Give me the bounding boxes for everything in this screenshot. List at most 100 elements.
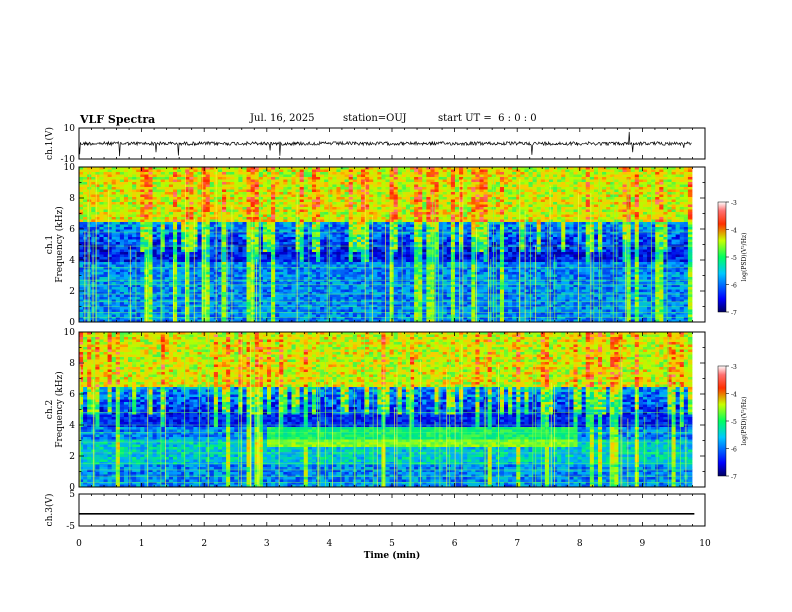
spectrogram-cell <box>303 292 309 295</box>
spectrogram-cell <box>209 189 215 193</box>
spectrogram-cell <box>132 202 137 205</box>
spectrogram-cell <box>385 184 390 188</box>
spectrogram-cell <box>365 179 370 183</box>
spectrogram-cell <box>303 259 309 263</box>
spectrogram-cell <box>234 169 239 173</box>
spectrogram-cell <box>217 262 223 265</box>
spectrogram-cell <box>389 184 395 188</box>
spectrogram-cell <box>266 267 272 270</box>
spectrogram-cell <box>230 247 235 250</box>
spectrogram-cell <box>348 299 354 303</box>
spectrogram-cell <box>209 194 215 198</box>
spectrogram-cell <box>262 317 268 320</box>
spectrogram-cell <box>266 299 272 303</box>
spectrogram-cell <box>332 187 337 190</box>
spectrogram-cell <box>128 199 133 203</box>
spectrogram-cell <box>201 229 207 233</box>
spectrogram-cell <box>197 302 202 305</box>
spectrogram-cell <box>217 294 223 298</box>
spectrogram-cell <box>340 302 346 305</box>
spectrogram-cell <box>266 264 272 268</box>
spectrogram-cell <box>295 312 301 315</box>
spectrogram-cell <box>283 194 288 198</box>
spectrogram-cell <box>103 287 109 290</box>
spectrogram-cell <box>152 237 158 240</box>
spectrogram-cell <box>295 267 301 270</box>
spectrogram-cell <box>316 184 321 188</box>
spectrogram-cell <box>156 312 162 315</box>
spectrogram-cell <box>258 319 264 323</box>
spectrogram-cell <box>226 242 231 245</box>
spectrogram-cell <box>168 294 174 298</box>
spectrogram-cell <box>238 217 243 220</box>
spectrogram-cell <box>365 187 370 190</box>
spectrogram-cell <box>385 289 390 293</box>
spectrogram-cell <box>156 267 162 270</box>
spectrogram-cell <box>307 282 313 285</box>
spectrogram-cell <box>172 252 178 255</box>
spectrogram-cell <box>324 184 329 188</box>
spectrogram-cell <box>91 194 96 198</box>
spectrogram-cell <box>258 169 264 173</box>
spectrogram-cell <box>172 259 178 263</box>
spectrogram-cell <box>295 262 301 265</box>
spectrogram-cell <box>389 297 395 300</box>
spectrogram-cell <box>287 264 292 268</box>
spectrogram-cell <box>168 227 174 230</box>
spectrogram-cell <box>168 197 174 200</box>
spectrogram-cell <box>222 257 227 260</box>
spectrogram-cell <box>197 317 202 320</box>
spectrogram-cell <box>287 239 292 243</box>
spectrogram-cell <box>283 264 288 268</box>
spectrogram-cell <box>172 167 178 170</box>
spectrogram-cell <box>377 292 382 295</box>
spectrogram-cell <box>340 242 346 245</box>
spectrogram-cell <box>385 287 390 290</box>
spectrogram-cell <box>95 189 100 193</box>
spectrogram-cell <box>107 292 113 295</box>
spectrogram-cell <box>185 209 190 213</box>
spectrogram-cell <box>279 209 284 213</box>
spectrogram-cell <box>320 212 325 215</box>
spectrogram-cell <box>148 189 153 193</box>
spectrogram-cell <box>311 182 317 185</box>
spectrogram-cell <box>356 189 362 193</box>
spectrogram-cell <box>258 239 264 243</box>
spectrogram-cell <box>230 197 235 200</box>
spectrogram-cell <box>377 182 382 185</box>
spectrogram-cell <box>377 317 382 320</box>
spectrogram-cell <box>352 217 358 220</box>
spectrogram-cell <box>79 304 84 308</box>
spectrogram-cell <box>373 254 378 258</box>
spectrogram-cell <box>295 242 301 245</box>
spectrogram-cell <box>107 279 113 283</box>
spectrogram-cell <box>148 289 153 293</box>
spectrogram-cell <box>381 304 386 308</box>
spectrogram-cell <box>132 284 137 288</box>
spectrogram-cell <box>291 217 296 220</box>
spectrogram-cell <box>172 237 178 240</box>
spectrogram-cell <box>320 312 325 315</box>
spectrogram-cell <box>344 249 350 253</box>
spectrogram-cell <box>356 209 362 213</box>
spectrogram-cell <box>373 179 378 183</box>
spectrogram-cell <box>148 197 153 200</box>
spectrogram-cell <box>271 242 276 245</box>
spectrogram-cell <box>91 197 96 200</box>
spectrogram-cell <box>242 224 247 228</box>
spectrogram-cell <box>250 194 256 198</box>
spectrogram-cell <box>156 194 162 198</box>
spectrogram-cell <box>381 234 386 238</box>
spectrogram-cell <box>299 257 305 260</box>
spectrogram-cell <box>189 207 194 210</box>
spectrogram-cell <box>242 232 247 235</box>
spectrogram-cell <box>91 172 96 175</box>
spectrogram-cell <box>168 242 174 245</box>
spectrogram-cell <box>209 219 215 223</box>
spectrogram-cell <box>95 192 100 195</box>
spectrogram-cell <box>320 264 325 268</box>
spectrogram-cell <box>230 174 235 178</box>
spectrogram-cell <box>79 287 84 290</box>
spectrogram-cell <box>311 262 317 265</box>
spectrogram-cell <box>222 227 227 230</box>
